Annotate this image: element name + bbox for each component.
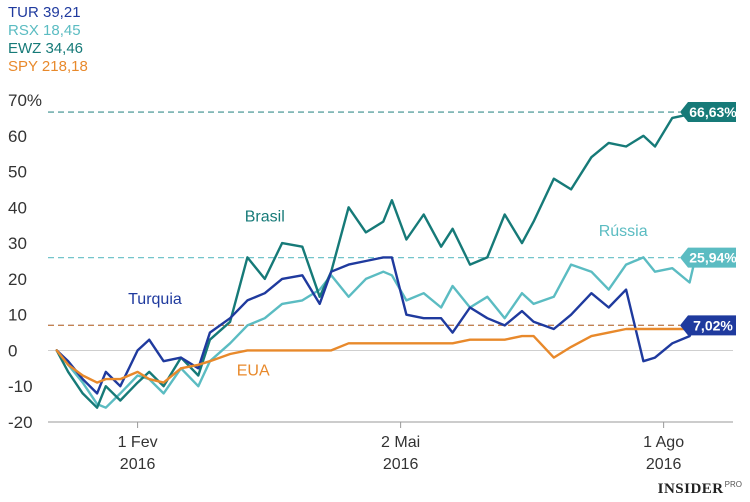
end-value-badge-rsx <box>680 247 736 268</box>
brand-logo: INSIDERPRO <box>658 480 742 498</box>
legend-item-tur: TUR 39,21 <box>8 4 81 21</box>
series-annotation: Turquia <box>128 291 182 308</box>
end-value-label-tur: 7,02% <box>693 317 733 333</box>
y-tick-label: 30 <box>8 234 27 253</box>
y-tick-label: -20 <box>8 413 33 432</box>
series-line-rsx <box>55 256 697 409</box>
x-tick-label: 2 Mai <box>381 434 420 451</box>
legend-item-ewz: EWZ 34,46 <box>8 40 84 57</box>
series-annotation: Brasil <box>245 209 285 226</box>
end-value-label-ewz: 66,63% <box>689 104 737 120</box>
end-value-badge-tur <box>680 315 736 336</box>
legend-item-rsx: RSX 18,45 <box>8 22 81 39</box>
y-tick-label: 70% <box>8 91 42 110</box>
y-tick-label: 20 <box>8 270 27 289</box>
legend: TUR 39,21 RSX 18,45 EWZ 34,46 SPY 218,18 <box>8 4 88 76</box>
y-tick-label: 0 <box>8 341 17 360</box>
series-line-spy <box>55 324 697 384</box>
series-annotation: EUA <box>237 362 270 379</box>
series-annotation: Rússia <box>599 223 648 240</box>
end-value-label-rsx: 25,94% <box>689 250 737 266</box>
y-tick-label: 10 <box>8 306 27 325</box>
end-value-badge-ewz <box>680 102 736 123</box>
x-tick-year-label: 2016 <box>646 456 682 473</box>
x-tick-label: 1 Ago <box>643 434 684 451</box>
y-tick-label: 60 <box>8 127 27 146</box>
y-tick-label: 50 <box>8 163 27 182</box>
series-line-ewz <box>55 110 697 409</box>
x-tick-label: 1 Fev <box>118 434 158 451</box>
x-tick-year-label: 2016 <box>120 456 156 473</box>
y-tick-label: 40 <box>8 198 27 217</box>
x-tick-year-label: 2016 <box>383 456 419 473</box>
brand-name: INSIDER <box>657 481 724 497</box>
legend-item-spy: SPY 218,18 <box>8 58 88 75</box>
y-tick-label: -10 <box>8 377 33 396</box>
series-line-tur <box>55 256 697 395</box>
brand-suffix: PRO <box>724 480 742 489</box>
